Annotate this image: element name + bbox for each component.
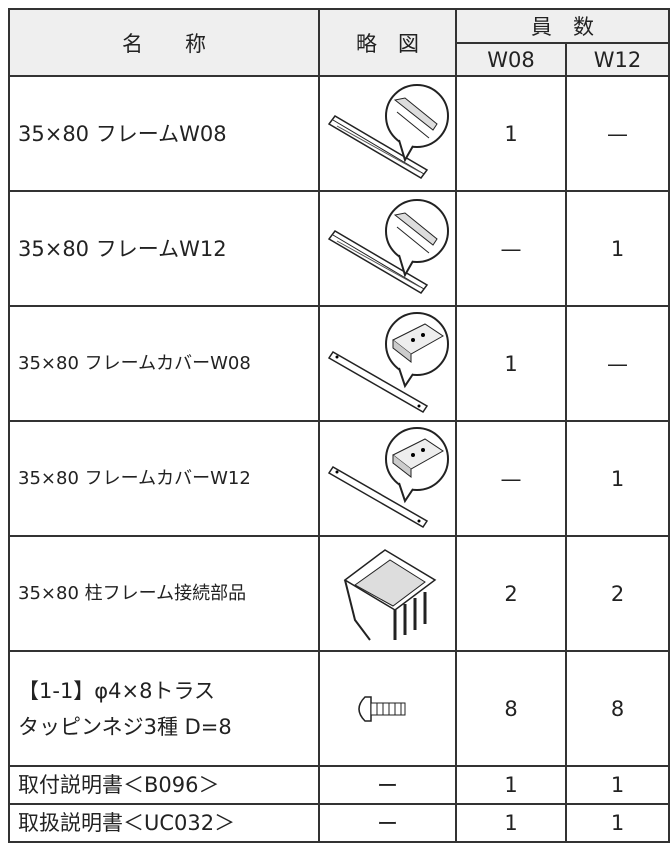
header-name: 名 称 bbox=[8, 8, 320, 77]
parts-row: 取扱説明書＜UC032＞ー 1 1 bbox=[8, 803, 670, 843]
part-name: 取付説明書＜B096＞ bbox=[8, 765, 320, 805]
part-count: 1 bbox=[455, 305, 567, 422]
header-count: 員 数 bbox=[455, 8, 670, 44]
header-variant: W08 bbox=[455, 42, 567, 77]
part-diagram bbox=[318, 75, 457, 192]
part-name-line: 35×80 フレームカバーW12 bbox=[18, 467, 251, 489]
part-name: 35×80 柱フレーム接続部品 bbox=[8, 535, 320, 652]
part-count: 2 bbox=[455, 535, 567, 652]
part-count: 1 bbox=[565, 190, 670, 307]
part-diagram bbox=[318, 305, 457, 422]
header-variant: W12 bbox=[565, 42, 670, 77]
part-diagram: ー bbox=[318, 803, 457, 843]
part-name: 取扱説明書＜UC032＞ bbox=[8, 803, 320, 843]
part-count: — bbox=[565, 75, 670, 192]
part-name-line: 35×80 フレームW12 bbox=[18, 236, 227, 261]
part-illustration bbox=[327, 426, 449, 528]
parts-row: 35×80 フレームW08 1— bbox=[8, 75, 670, 192]
part-name-line: 35×80 フレームW08 bbox=[18, 121, 227, 146]
part-count: 8 bbox=[565, 650, 670, 767]
part-name: 35×80 フレームW12 bbox=[8, 190, 320, 307]
parts-row: 取付説明書＜B096＞ー 1 1 bbox=[8, 765, 670, 805]
part-name: 35×80 フレームW08 bbox=[8, 75, 320, 192]
part-illustration bbox=[327, 83, 449, 179]
part-illustration bbox=[358, 695, 406, 722]
part-name-line: 取付説明書＜B096＞ bbox=[18, 773, 220, 797]
part-diagram bbox=[318, 535, 457, 652]
header-diagram: 略 図 bbox=[318, 8, 457, 77]
part-count: 1 bbox=[565, 803, 670, 843]
part-count: 2 bbox=[565, 535, 670, 652]
parts-row: 【1-1】φ4×8トラス タッピンネジ3種 D=8 8 8 bbox=[8, 650, 670, 767]
part-name-line: タッピンネジ3種 D=8 bbox=[18, 714, 232, 739]
part-name-line: 【1-1】φ4×8トラス bbox=[18, 678, 216, 703]
part-count: — bbox=[455, 190, 567, 307]
part-name: 35×80 フレームカバーW12 bbox=[8, 420, 320, 537]
part-name: 【1-1】φ4×8トラス タッピンネジ3種 D=8 bbox=[8, 650, 320, 767]
part-diagram bbox=[318, 650, 457, 767]
part-diagram: ー bbox=[318, 765, 457, 805]
part-illustration bbox=[327, 198, 449, 294]
part-count: — bbox=[455, 420, 567, 537]
part-illustration bbox=[327, 311, 449, 413]
part-diagram bbox=[318, 190, 457, 307]
part-name: 35×80 フレームカバーW08 bbox=[8, 305, 320, 422]
part-count: 1 bbox=[565, 765, 670, 805]
part-count: 1 bbox=[565, 420, 670, 537]
parts-row: 35×80 フレームカバーW12 —1 bbox=[8, 420, 670, 537]
parts-row: 35×80 フレームW12 —1 bbox=[8, 190, 670, 307]
part-count: 1 bbox=[455, 75, 567, 192]
part-illustration bbox=[343, 548, 437, 641]
parts-row: 35×80 フレームカバーW08 1— bbox=[8, 305, 670, 422]
part-diagram bbox=[318, 420, 457, 537]
part-count: 8 bbox=[455, 650, 567, 767]
part-name-line: 35×80 フレームカバーW08 bbox=[18, 352, 251, 374]
parts-row: 35×80 柱フレーム接続部品 2 2 bbox=[8, 535, 670, 652]
parts-table: 名 称略 図員 数 W08 W12 35×80 フレームW08 1—35×80 フレ… bbox=[8, 8, 670, 843]
part-count: 1 bbox=[455, 803, 567, 843]
part-name-line: 35×80 柱フレーム接続部品 bbox=[18, 582, 247, 604]
part-count: — bbox=[565, 305, 670, 422]
part-count: 1 bbox=[455, 765, 567, 805]
part-name-line: 取扱説明書＜UC032＞ bbox=[18, 811, 236, 835]
